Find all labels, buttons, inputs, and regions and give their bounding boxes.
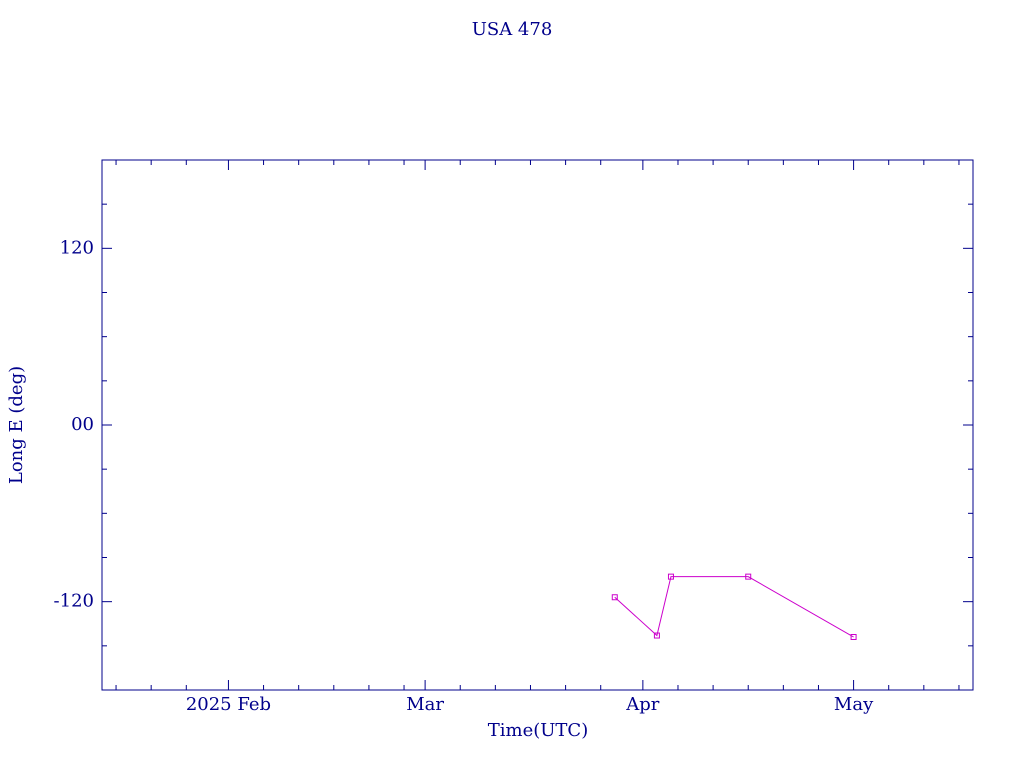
x-tick-label: 2025 Feb — [186, 694, 271, 715]
data-point — [745, 573, 752, 580]
y-tick-label: 120 — [60, 237, 94, 258]
x-tick-label: Apr — [625, 694, 660, 715]
x-tick-label: Mar — [406, 694, 444, 715]
y-tick-label: 00 — [71, 414, 94, 435]
data-point — [667, 573, 674, 580]
x-axis-label: Time(UTC) — [488, 720, 588, 741]
data-point — [850, 634, 857, 640]
x-tick-label: May — [834, 694, 874, 715]
chart-title: USA 478 — [472, 19, 553, 40]
y-tick-label: -120 — [54, 591, 94, 612]
data-point — [611, 594, 618, 601]
data-point — [653, 632, 660, 639]
plot-frame — [101, 159, 974, 691]
data-line — [614, 576, 854, 638]
y-axis-label: Long E (deg) — [6, 366, 27, 484]
